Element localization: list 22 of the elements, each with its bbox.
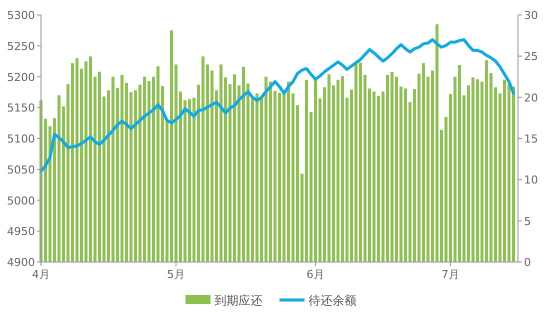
y2-tick-label: 10 (524, 174, 538, 187)
y-tick-label: 4950 (7, 225, 35, 238)
y2-tick-label: 30 (524, 9, 538, 22)
y-tick-label: 5100 (7, 132, 35, 146)
legend-label: 到期应还 (214, 294, 262, 308)
y2-tick-label: 20 (524, 91, 538, 104)
y2-tick-label: 15 (524, 132, 538, 146)
y-tick-label: 5150 (7, 102, 35, 115)
y-tick-label: 5050 (7, 163, 35, 176)
y2-tick-label: 5 (524, 214, 531, 228)
y-tick-label: 5300 (7, 9, 35, 22)
x-tick-label: 7月 (442, 268, 460, 281)
y-tick-label: 5000 (7, 194, 35, 208)
y-tick-label: 4900 (7, 256, 35, 269)
y-tick-label: 5250 (7, 40, 35, 53)
x-tick-label: 4月 (32, 268, 50, 281)
legend-label: 待还余额 (308, 294, 356, 308)
x-tick-label: 5月 (167, 268, 185, 281)
y-tick-label: 5200 (7, 70, 35, 84)
y2-tick-label: 25 (524, 50, 538, 64)
y2-tick-label: 0 (524, 256, 531, 269)
x-tick-label: 6月 (306, 268, 324, 281)
